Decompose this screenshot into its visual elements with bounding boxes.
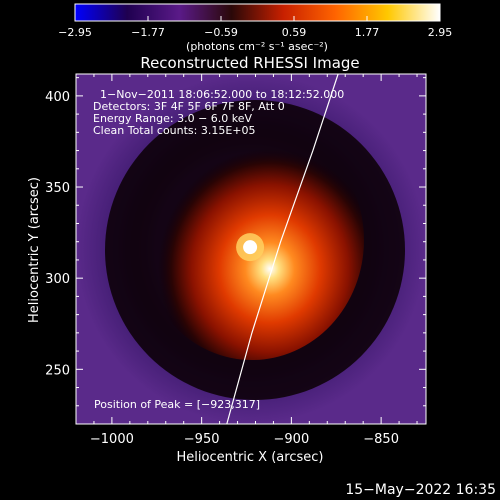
annotation-energy: Energy Range: 3.0 − 6.0 keV <box>93 112 253 125</box>
solar-limb-curve <box>226 74 339 424</box>
colorbar-tick-label: −2.95 <box>58 26 92 39</box>
x-tick-label: −900 <box>274 432 310 447</box>
colorbar <box>74 3 441 22</box>
y-tick-label: 300 <box>45 272 70 287</box>
annotation-clean-counts: Clean Total counts: 3.15E+05 <box>93 124 256 137</box>
x-tick-label: −950 <box>184 432 220 447</box>
colorbar-ticks: −2.95 −1.77 −0.59 0.59 1.77 2.95 <box>58 16 452 39</box>
timestamp: 15−May−2022 16:35 <box>345 482 496 498</box>
y-axis-label: Heliocentric Y (arcsec) <box>27 177 42 323</box>
annotation-detectors: Detectors: 3F 4F 5F 6F 7F 8F, Att 0 <box>93 100 285 113</box>
peak-marker <box>236 233 265 262</box>
annotation-time-range: 1−Nov−2011 18:06:52.000 to 18:12:52.000 <box>100 88 344 101</box>
y-tick-label: 250 <box>45 363 70 378</box>
colorbar-tick-label: 0.59 <box>282 26 307 39</box>
x-tick-label: −850 <box>363 432 399 447</box>
plot-frame <box>75 73 427 425</box>
annotation-block: 1−Nov−2011 18:06:52.000 to 18:12:52.000 … <box>93 88 344 137</box>
chart-title: Reconstructed RHESSI Image <box>140 54 359 72</box>
y-axis-ticks: 250 300 350 400 <box>45 77 426 425</box>
colorbar-tick-label: −0.59 <box>204 26 238 39</box>
peak-position-label: Position of Peak = [−923,317] <box>94 398 260 411</box>
colorbar-tick-label: −1.77 <box>131 26 165 39</box>
image-area <box>76 74 426 424</box>
colorbar-tick-label: 1.77 <box>355 26 380 39</box>
peak-core <box>243 240 258 255</box>
colorbar-unit-label: (photons cm⁻² s⁻¹ asec⁻²) <box>186 40 328 53</box>
colorbar-tick-label: 2.95 <box>428 26 453 39</box>
x-axis-label: Heliocentric X (arcsec) <box>177 450 324 465</box>
y-tick-label: 400 <box>45 90 70 105</box>
y-tick-label: 350 <box>45 181 70 196</box>
x-tick-label: −1000 <box>90 432 134 447</box>
x-axis-ticks: −1000 −950 −900 −850 <box>75 74 418 447</box>
